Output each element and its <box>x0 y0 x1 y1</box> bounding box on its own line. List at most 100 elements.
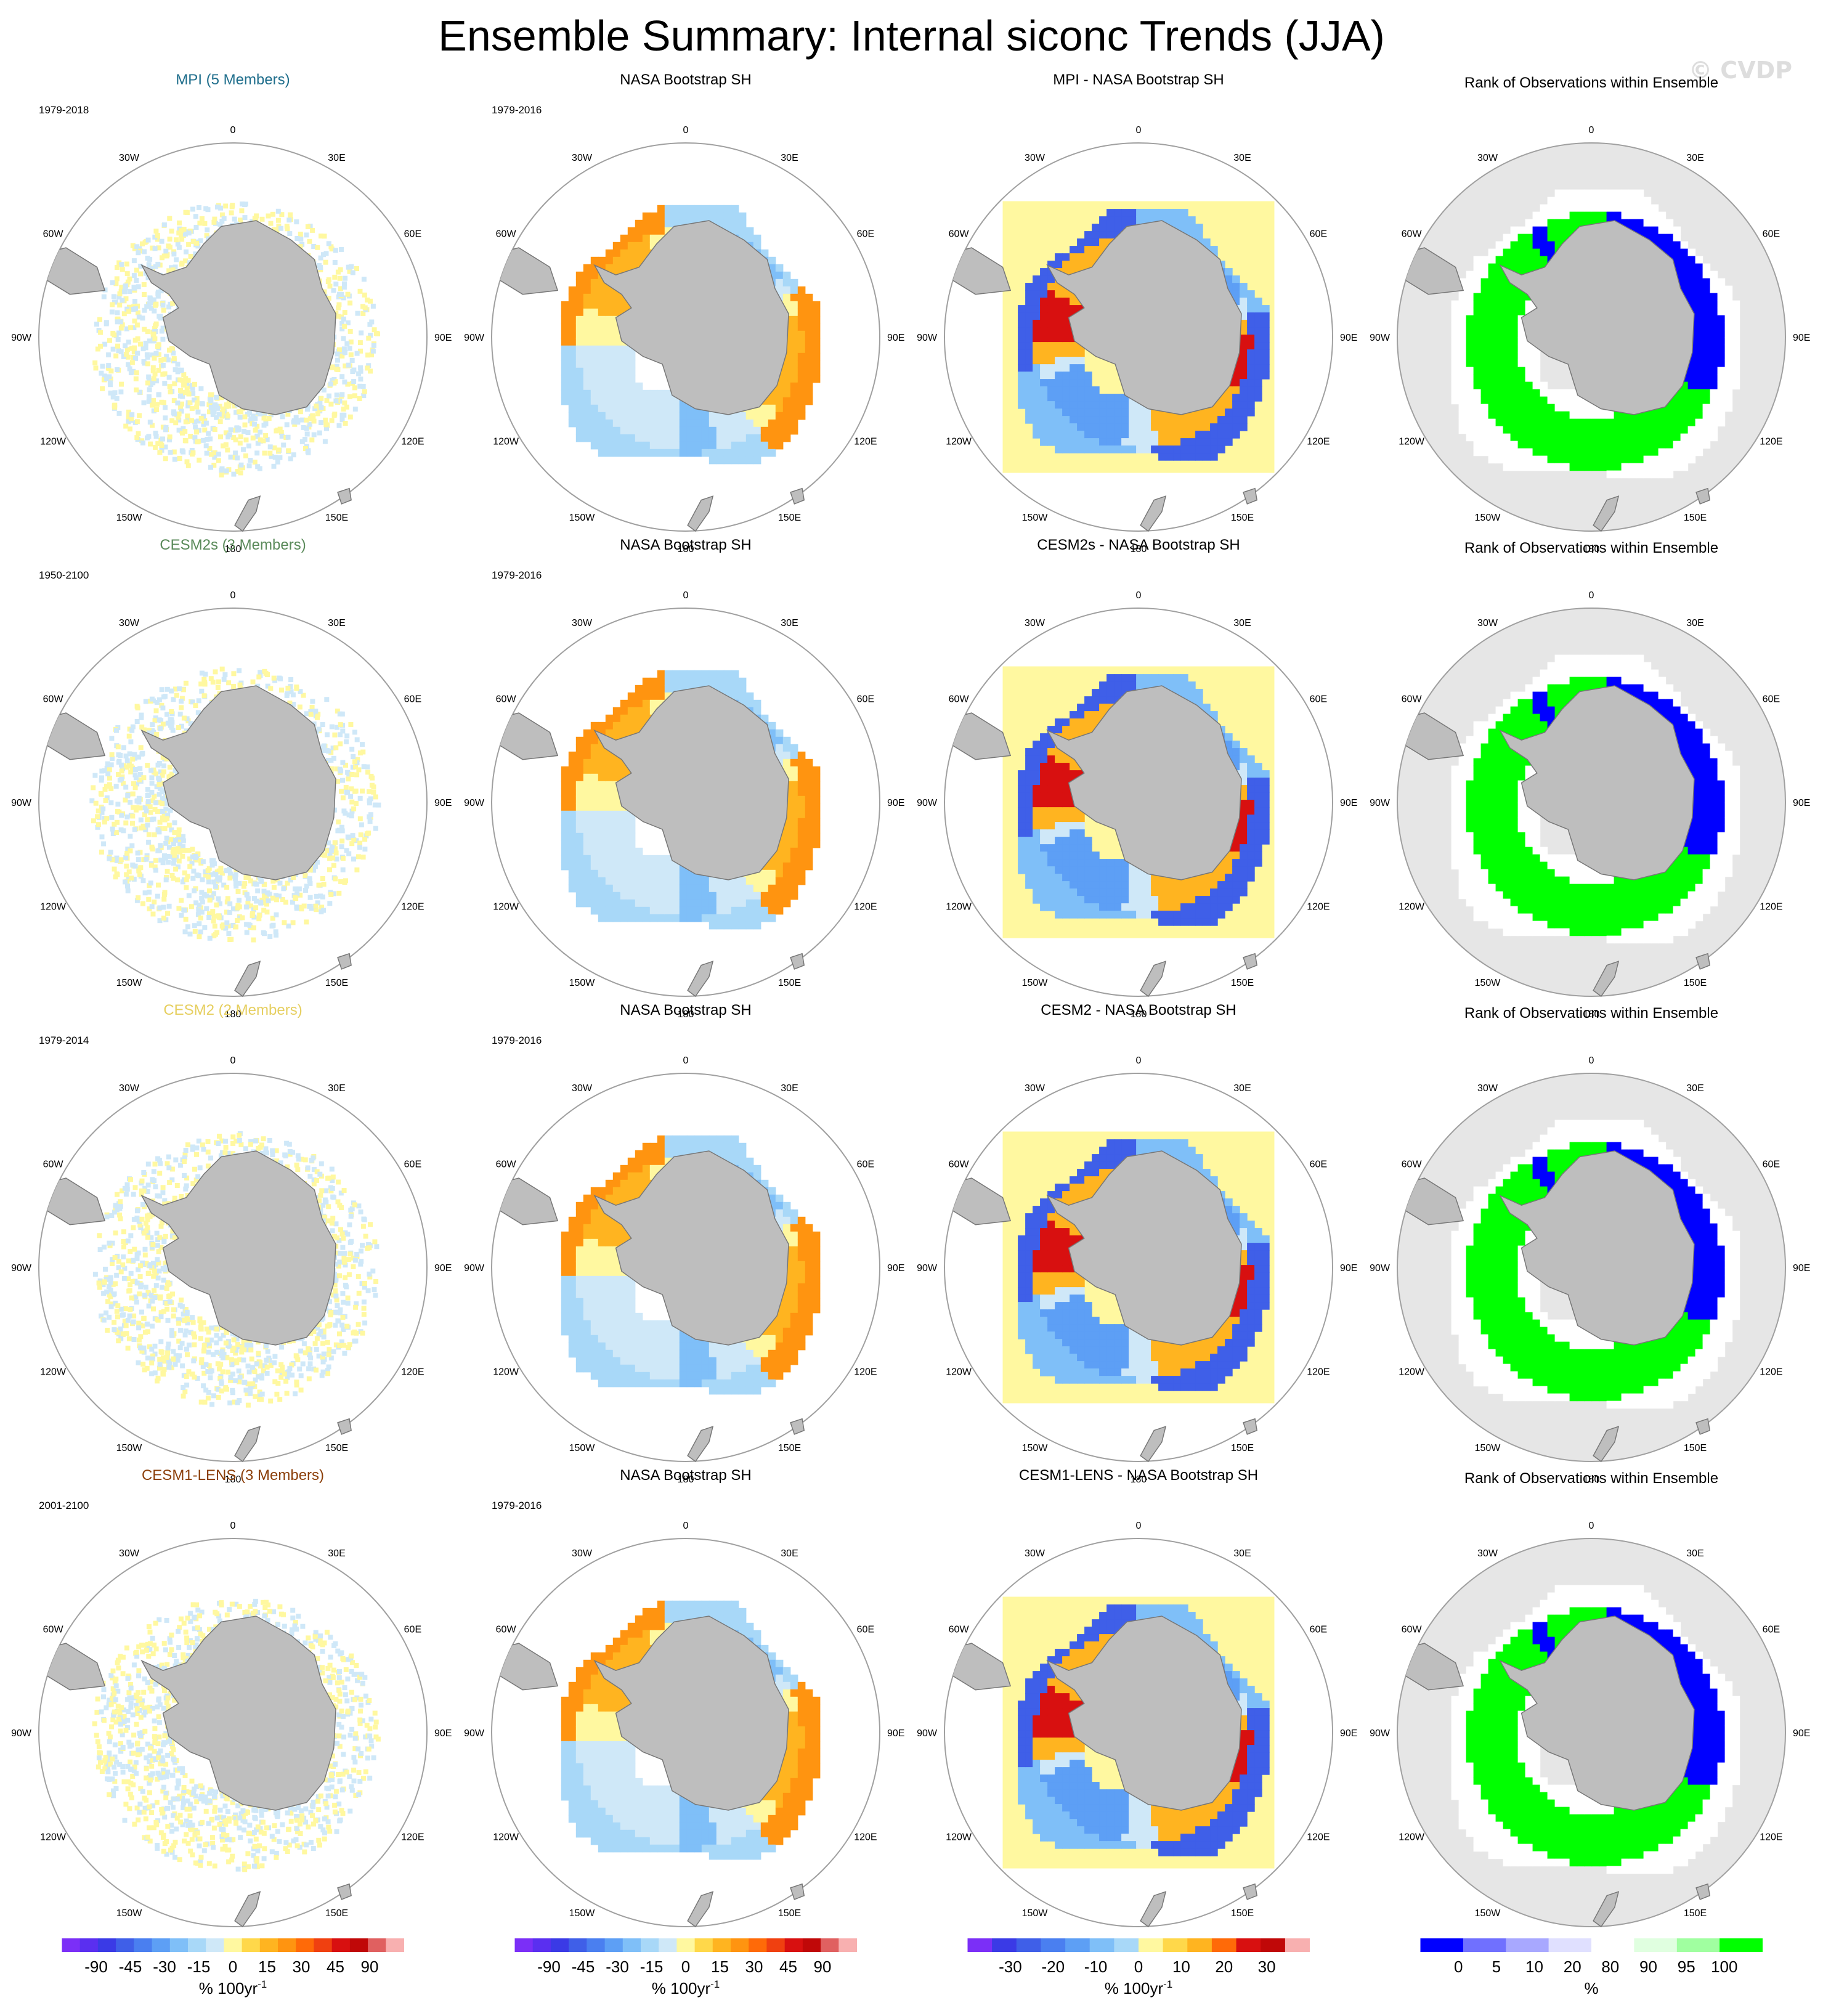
lon-label: 90W <box>1370 798 1391 808</box>
lon-label: 60E <box>404 1625 421 1635</box>
colorbar-swatch <box>1187 1938 1212 1952</box>
panel-title: NASA Bootstrap SH <box>620 537 751 553</box>
lon-label: 120W <box>493 902 519 912</box>
lon-label: 150E <box>325 513 348 523</box>
period-label: 1950-2100 <box>39 569 89 581</box>
lon-label: 60W <box>949 229 970 240</box>
panel-title: CESM2s - NASA Bootstrap SH <box>1037 537 1240 553</box>
colorbar-tick-label: 30 <box>1258 1957 1276 1976</box>
tasmania-landmass <box>1695 953 1711 970</box>
lon-label: 30E <box>1686 1083 1703 1094</box>
colorbar-swatch <box>1719 1938 1763 1952</box>
lon-label: 30E <box>1233 1548 1251 1559</box>
lon-label: 150W <box>569 978 596 988</box>
lon-label: 150E <box>1684 1443 1707 1453</box>
colorbar-swatch <box>1114 1938 1139 1952</box>
panel-title: MPI - NASA Bootstrap SH <box>1053 71 1224 88</box>
lon-label: 180 <box>678 1474 694 1485</box>
colorbar-swatch <box>62 1938 81 1952</box>
panel-title: MPI (5 Members) <box>176 71 290 88</box>
lon-label: 60W <box>496 694 517 705</box>
colorbar-swatch <box>1676 1938 1720 1952</box>
map-panel-r1-c1: 0 30E 60E 90E 120E 150E 180 150W 120W 90W 60W 30W MP… <box>11 71 452 555</box>
lon-label: 90W <box>464 1728 485 1739</box>
colorbar-swatch <box>731 1938 749 1952</box>
lon-label: 150E <box>325 1908 348 1919</box>
lon-label: 150W <box>116 978 143 988</box>
colorbar-tick-label: 10 <box>1172 1957 1190 1976</box>
lon-label: 90E <box>434 798 452 808</box>
antarctica-landmass <box>1046 1616 1242 1811</box>
lon-label: 30W <box>1025 153 1045 163</box>
map-panel-r2-c3: 0 30E 60E 90E 120E 150E 180 150W 120W 90W 60W 30W CE… <box>917 537 1357 1020</box>
colorbar-swatch <box>188 1938 206 1952</box>
lon-label: 0 <box>1136 590 1142 601</box>
new-zealand-landmass <box>687 1426 714 1463</box>
lon-label: 90W <box>464 1263 485 1274</box>
lon-label: 30E <box>1233 153 1251 163</box>
lon-label: 150W <box>1475 1443 1501 1453</box>
colorbar-tick-label: 90 <box>1639 1957 1657 1976</box>
colorbar-swatch <box>622 1938 641 1952</box>
colorbar-swatch <box>331 1938 351 1952</box>
colorbar-swatch <box>1591 1938 1634 1952</box>
period-label: 2001-2100 <box>39 1500 89 1511</box>
colorbar-swatch <box>278 1938 296 1952</box>
lon-label: 90W <box>11 798 32 808</box>
lon-label: 30W <box>1477 1083 1498 1094</box>
colorbar-swatch <box>1065 1938 1090 1952</box>
colorbar-swatch <box>569 1938 587 1952</box>
colorbar-unit-exponent: -1 <box>710 1978 720 1990</box>
lon-label: 150W <box>1022 1443 1049 1453</box>
tasmania-landmass <box>337 1418 352 1435</box>
new-zealand-landmass <box>1140 1426 1167 1463</box>
lon-label: 90E <box>1340 1728 1357 1739</box>
panel-title: CESM2 - NASA Bootstrap SH <box>1041 1002 1236 1018</box>
lon-label: 150W <box>1022 978 1049 988</box>
lon-label: 120W <box>40 1367 67 1378</box>
new-zealand-landmass <box>1140 495 1167 532</box>
map-panel-r4-c3: 0 30E 60E 90E 120E 150E 180 150W 120W 90W 60W 30W CE… <box>917 1467 1357 1950</box>
colorbar-tick-label: 45 <box>327 1957 344 1976</box>
tasmania-landmass <box>1243 953 1258 970</box>
colorbar-swatch <box>1163 1938 1188 1952</box>
lon-label: 150E <box>1231 1908 1254 1919</box>
lon-label: 90W <box>1370 333 1391 343</box>
lon-label: 150E <box>1684 1908 1707 1919</box>
watermark: © CVDP <box>1689 57 1792 84</box>
lon-label: 90E <box>1793 333 1810 343</box>
colorbar-tick-label: 0 <box>681 1957 690 1976</box>
lon-label: 120E <box>1307 1832 1330 1843</box>
antarctica-landmass <box>593 220 789 415</box>
tasmania-landmass <box>1695 1883 1711 1900</box>
panel-title: NASA Bootstrap SH <box>620 71 751 88</box>
antarctica-landmass <box>1499 1616 1695 1811</box>
lon-label: 30W <box>119 153 140 163</box>
lon-label: 60W <box>43 229 64 240</box>
lon-label: 90W <box>917 1728 938 1739</box>
colorbar-tick-label: 45 <box>779 1957 797 1976</box>
lon-label: 120W <box>1399 1832 1425 1843</box>
colorbar-tick-label: 90 <box>814 1957 832 1976</box>
lon-label: 60W <box>43 1625 64 1635</box>
lon-label: 90W <box>917 798 938 808</box>
lon-label: 90E <box>1340 333 1357 343</box>
colorbar-swatch <box>802 1938 821 1952</box>
panel-title: NASA Bootstrap SH <box>620 1467 751 1484</box>
lon-label: 0 <box>1589 125 1594 136</box>
tasmania-landmass <box>1695 487 1711 505</box>
colorbar-swatch <box>766 1938 786 1952</box>
colorbar-swatch <box>1420 1938 1464 1952</box>
lon-label: 30E <box>328 618 345 628</box>
map-panel-r3-c1: 0 30E 60E 90E 120E 150E 180 150W 120W 90W 60W 30W CE… <box>11 1002 452 1485</box>
colorbar-swatch <box>694 1938 713 1952</box>
tasmania-landmass <box>337 1883 352 1900</box>
colorbar-swatch <box>676 1938 696 1952</box>
antarctica-landmass <box>140 1150 336 1346</box>
lon-label: 30W <box>119 618 140 628</box>
colorbar-swatch <box>386 1938 404 1952</box>
lon-label: 90E <box>1793 1263 1810 1274</box>
colorbar-tick-label: 90 <box>361 1957 379 1976</box>
colorbar-tick-label: -30 <box>153 1957 176 1976</box>
lon-label: 0 <box>683 590 689 601</box>
